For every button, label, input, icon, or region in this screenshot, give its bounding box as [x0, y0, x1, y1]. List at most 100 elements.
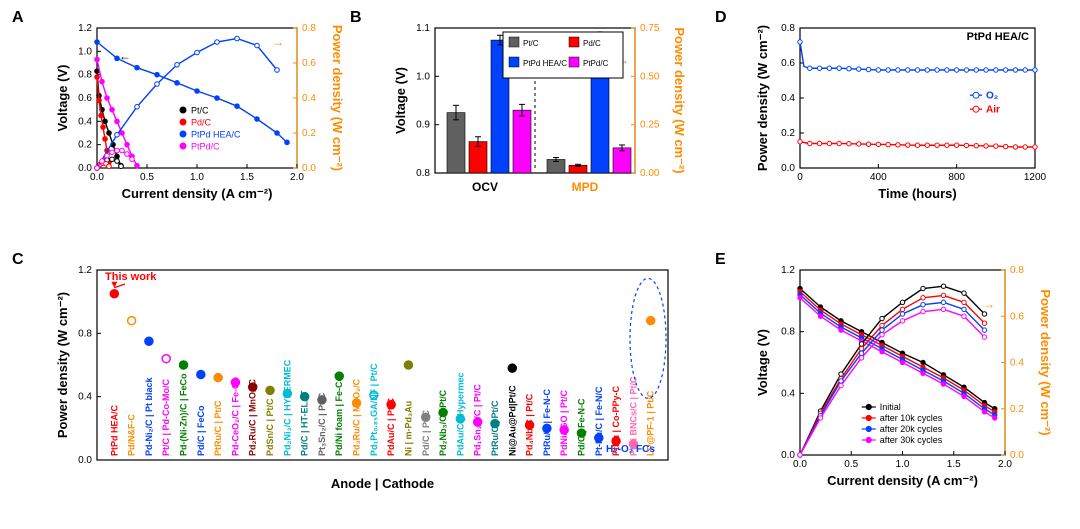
svg-text:→: →: [983, 297, 995, 311]
svg-text:after 20k cycles: after 20k cycles: [880, 424, 943, 434]
svg-text:PtPd/C: PtPd/C: [583, 59, 609, 68]
svg-text:Voltage (V): Voltage (V): [755, 329, 770, 396]
svg-text:Pd₂Ru/C | MnO₂/C: Pd₂Ru/C | MnO₂/C: [248, 378, 258, 456]
svg-text:0.0: 0.0: [302, 163, 316, 174]
svg-text:Initial: Initial: [880, 402, 901, 412]
svg-text:Pt-Ru/C | Fe-N/C: Pt-Ru/C | Fe-N/C: [594, 386, 604, 456]
svg-text:Ni | m-Pd₃Au: Ni | m-Pd₃Au: [403, 401, 413, 456]
svg-text:0.25: 0.25: [640, 120, 660, 131]
svg-text:Pd/N&F-C: Pd/N&F-C: [127, 414, 137, 456]
svg-text:1.0: 1.0: [190, 172, 204, 183]
svg-text:0.0: 0.0: [781, 163, 795, 174]
svg-text:0.6: 0.6: [1010, 311, 1024, 322]
svg-text:PtRu/C | Pt/C: PtRu/C | Pt/C: [490, 400, 500, 456]
svg-text:Anode | Cathode: Anode | Cathode: [331, 476, 434, 491]
svg-text:D: D: [715, 9, 727, 26]
svg-text:Voltage (V): Voltage (V): [55, 65, 70, 132]
svg-text:0.0: 0.0: [78, 163, 92, 174]
svg-text:0.8: 0.8: [781, 23, 795, 34]
svg-text:Power density (W cm⁻²): Power density (W cm⁻²): [330, 25, 345, 171]
svg-text:PtPd HEA/C: PtPd HEA/C: [109, 404, 119, 456]
svg-text:0.4: 0.4: [1010, 358, 1024, 369]
svg-text:0.50: 0.50: [640, 71, 660, 82]
svg-text:1.1: 1.1: [416, 23, 430, 34]
svg-text:0: 0: [797, 172, 803, 183]
svg-text:0.75: 0.75: [640, 23, 660, 34]
svg-text:Pd/Ni foam | Fe-Co: Pd/Ni foam | Fe-Co: [334, 375, 344, 456]
svg-text:Pd-(Ni-Zn)/C | FeCo: Pd-(Ni-Zn)/C | FeCo: [179, 373, 189, 456]
svg-text:0.0: 0.0: [781, 450, 795, 461]
svg-text:E: E: [715, 251, 726, 268]
svg-text:1.2: 1.2: [781, 265, 795, 276]
svg-text:Pt/C: Pt/C: [523, 39, 539, 48]
svg-text:0.2: 0.2: [302, 128, 316, 139]
svg-text:→: →: [272, 35, 284, 49]
svg-text:0.2: 0.2: [1010, 404, 1024, 415]
svg-text:0.8: 0.8: [78, 328, 92, 339]
svg-text:PtPd HEA/C: PtPd HEA/C: [191, 130, 241, 140]
svg-text:0.5: 0.5: [844, 459, 858, 470]
svg-text:Current density (A cm⁻²): Current density (A cm⁻²): [122, 186, 273, 201]
svg-text:1200: 1200: [1024, 172, 1047, 183]
svg-text:0.8: 0.8: [416, 168, 430, 179]
svg-text:O₂: O₂: [986, 91, 998, 102]
svg-text:Pd-CeO₂/C | Fe-Co: Pd-CeO₂/C | Fe-Co: [230, 376, 240, 456]
svg-text:0.4: 0.4: [781, 388, 795, 399]
svg-text:H₂-O₂ FCs: H₂-O₂ FCs: [606, 444, 655, 455]
svg-text:Time (hours): Time (hours): [878, 186, 957, 201]
svg-text:Power density (W cm⁻²): Power density (W cm⁻²): [1038, 289, 1053, 435]
svg-text:Pd-Ni₂/C | Pt black: Pd-Ni₂/C | Pt black: [144, 376, 154, 456]
svg-text:0.8: 0.8: [1010, 265, 1024, 276]
svg-text:0.0: 0.0: [793, 459, 807, 470]
svg-text:1.2: 1.2: [78, 23, 92, 34]
svg-text:0.2: 0.2: [781, 128, 795, 139]
svg-text:OCV: OCV: [472, 180, 498, 194]
svg-text:Voltage (V): Voltage (V): [393, 67, 408, 134]
svg-text:PtRu/C | Pt/C: PtRu/C | Pt/C: [213, 400, 223, 456]
svg-text:Pt₃Sn₂/C | Pt/C: Pt₃Sn₂/C | Pt/C: [317, 392, 327, 456]
svg-text:Pd₁Pt₀.₈₅GA/NF | Pt/C: Pd₁Pt₀.₈₅GA/NF | Pt/C: [369, 363, 379, 456]
svg-text:PtPd HEA/C: PtPd HEA/C: [523, 59, 567, 68]
svg-text:Pd/C | Fe-N-C: Pd/C | Fe-N-C: [576, 398, 586, 456]
svg-text:0.4: 0.4: [302, 93, 316, 104]
svg-text:MPD: MPD: [572, 180, 599, 194]
svg-text:Pt/C | Pd-Co-Mo/C: Pt/C | Pd-Co-Mo/C: [161, 378, 171, 456]
svg-text:0.4: 0.4: [781, 93, 795, 104]
svg-text:0.6: 0.6: [302, 58, 316, 69]
svg-text:after 30k cycles: after 30k cycles: [880, 435, 943, 445]
svg-text:Pd₄Nb/C | Pt/C: Pd₄Nb/C | Pt/C: [525, 393, 535, 456]
svg-text:PtPd HEA/C: PtPd HEA/C: [967, 31, 1029, 43]
svg-text:Pd/C | FeCo: Pd/C | FeCo: [196, 405, 206, 456]
svg-text:←: ←: [119, 49, 131, 63]
svg-text:PdSn/C | Pt/C: PdSn/C | Pt/C: [265, 398, 275, 456]
svg-text:0.8: 0.8: [78, 70, 92, 81]
svg-text:Pd/C | Pt/C: Pd/C | Pt/C: [421, 409, 431, 456]
svg-text:Pt/C: Pt/C: [191, 106, 209, 116]
svg-text:0.00: 0.00: [640, 168, 660, 179]
svg-text:1.5: 1.5: [240, 172, 254, 183]
svg-text:PdAu/C | Pt/C: PdAu/C | Pt/C: [386, 397, 396, 456]
svg-text:Power density (W cm⁻²): Power density (W cm⁻²): [672, 27, 687, 173]
svg-text:after 10k cycles: after 10k cycles: [880, 413, 943, 423]
svg-text:1.5: 1.5: [947, 459, 961, 470]
svg-text:PdAu/C | Hypermec: PdAu/C | Hypermec: [455, 372, 465, 456]
svg-text:Power density (W cm⁻²): Power density (W cm⁻²): [755, 25, 770, 171]
svg-text:0.9: 0.9: [416, 120, 430, 131]
svg-text:Pd₃Ru/C | MnO₂/C: Pd₃Ru/C | MnO₂/C: [352, 378, 362, 456]
svg-text:400: 400: [870, 172, 887, 183]
svg-text:0.2: 0.2: [78, 140, 92, 151]
svg-text:C: C: [12, 251, 24, 268]
svg-text:1.0: 1.0: [416, 71, 430, 82]
svg-text:1.2: 1.2: [78, 265, 92, 276]
svg-text:0.5: 0.5: [140, 172, 154, 183]
svg-text:Pd/C: Pd/C: [583, 39, 601, 48]
svg-text:Pd/C | HT-ELAT: Pd/C | HT-ELAT: [300, 390, 310, 456]
svg-text:A: A: [12, 9, 24, 26]
svg-text:This work: This work: [105, 271, 157, 283]
svg-text:800: 800: [948, 172, 965, 183]
svg-text:PtRu/C | Fe-N-C: PtRu/C | Fe-N-C: [542, 388, 552, 456]
figure-svg: A0.00.51.01.52.00.00.20.40.60.81.01.20.0…: [0, 0, 1080, 524]
svg-text:PdNi/rGO | Pt/C: PdNi/rGO | Pt/C: [559, 389, 569, 456]
svg-text:0.0: 0.0: [1010, 450, 1024, 461]
svg-text:Air: Air: [986, 105, 1000, 116]
